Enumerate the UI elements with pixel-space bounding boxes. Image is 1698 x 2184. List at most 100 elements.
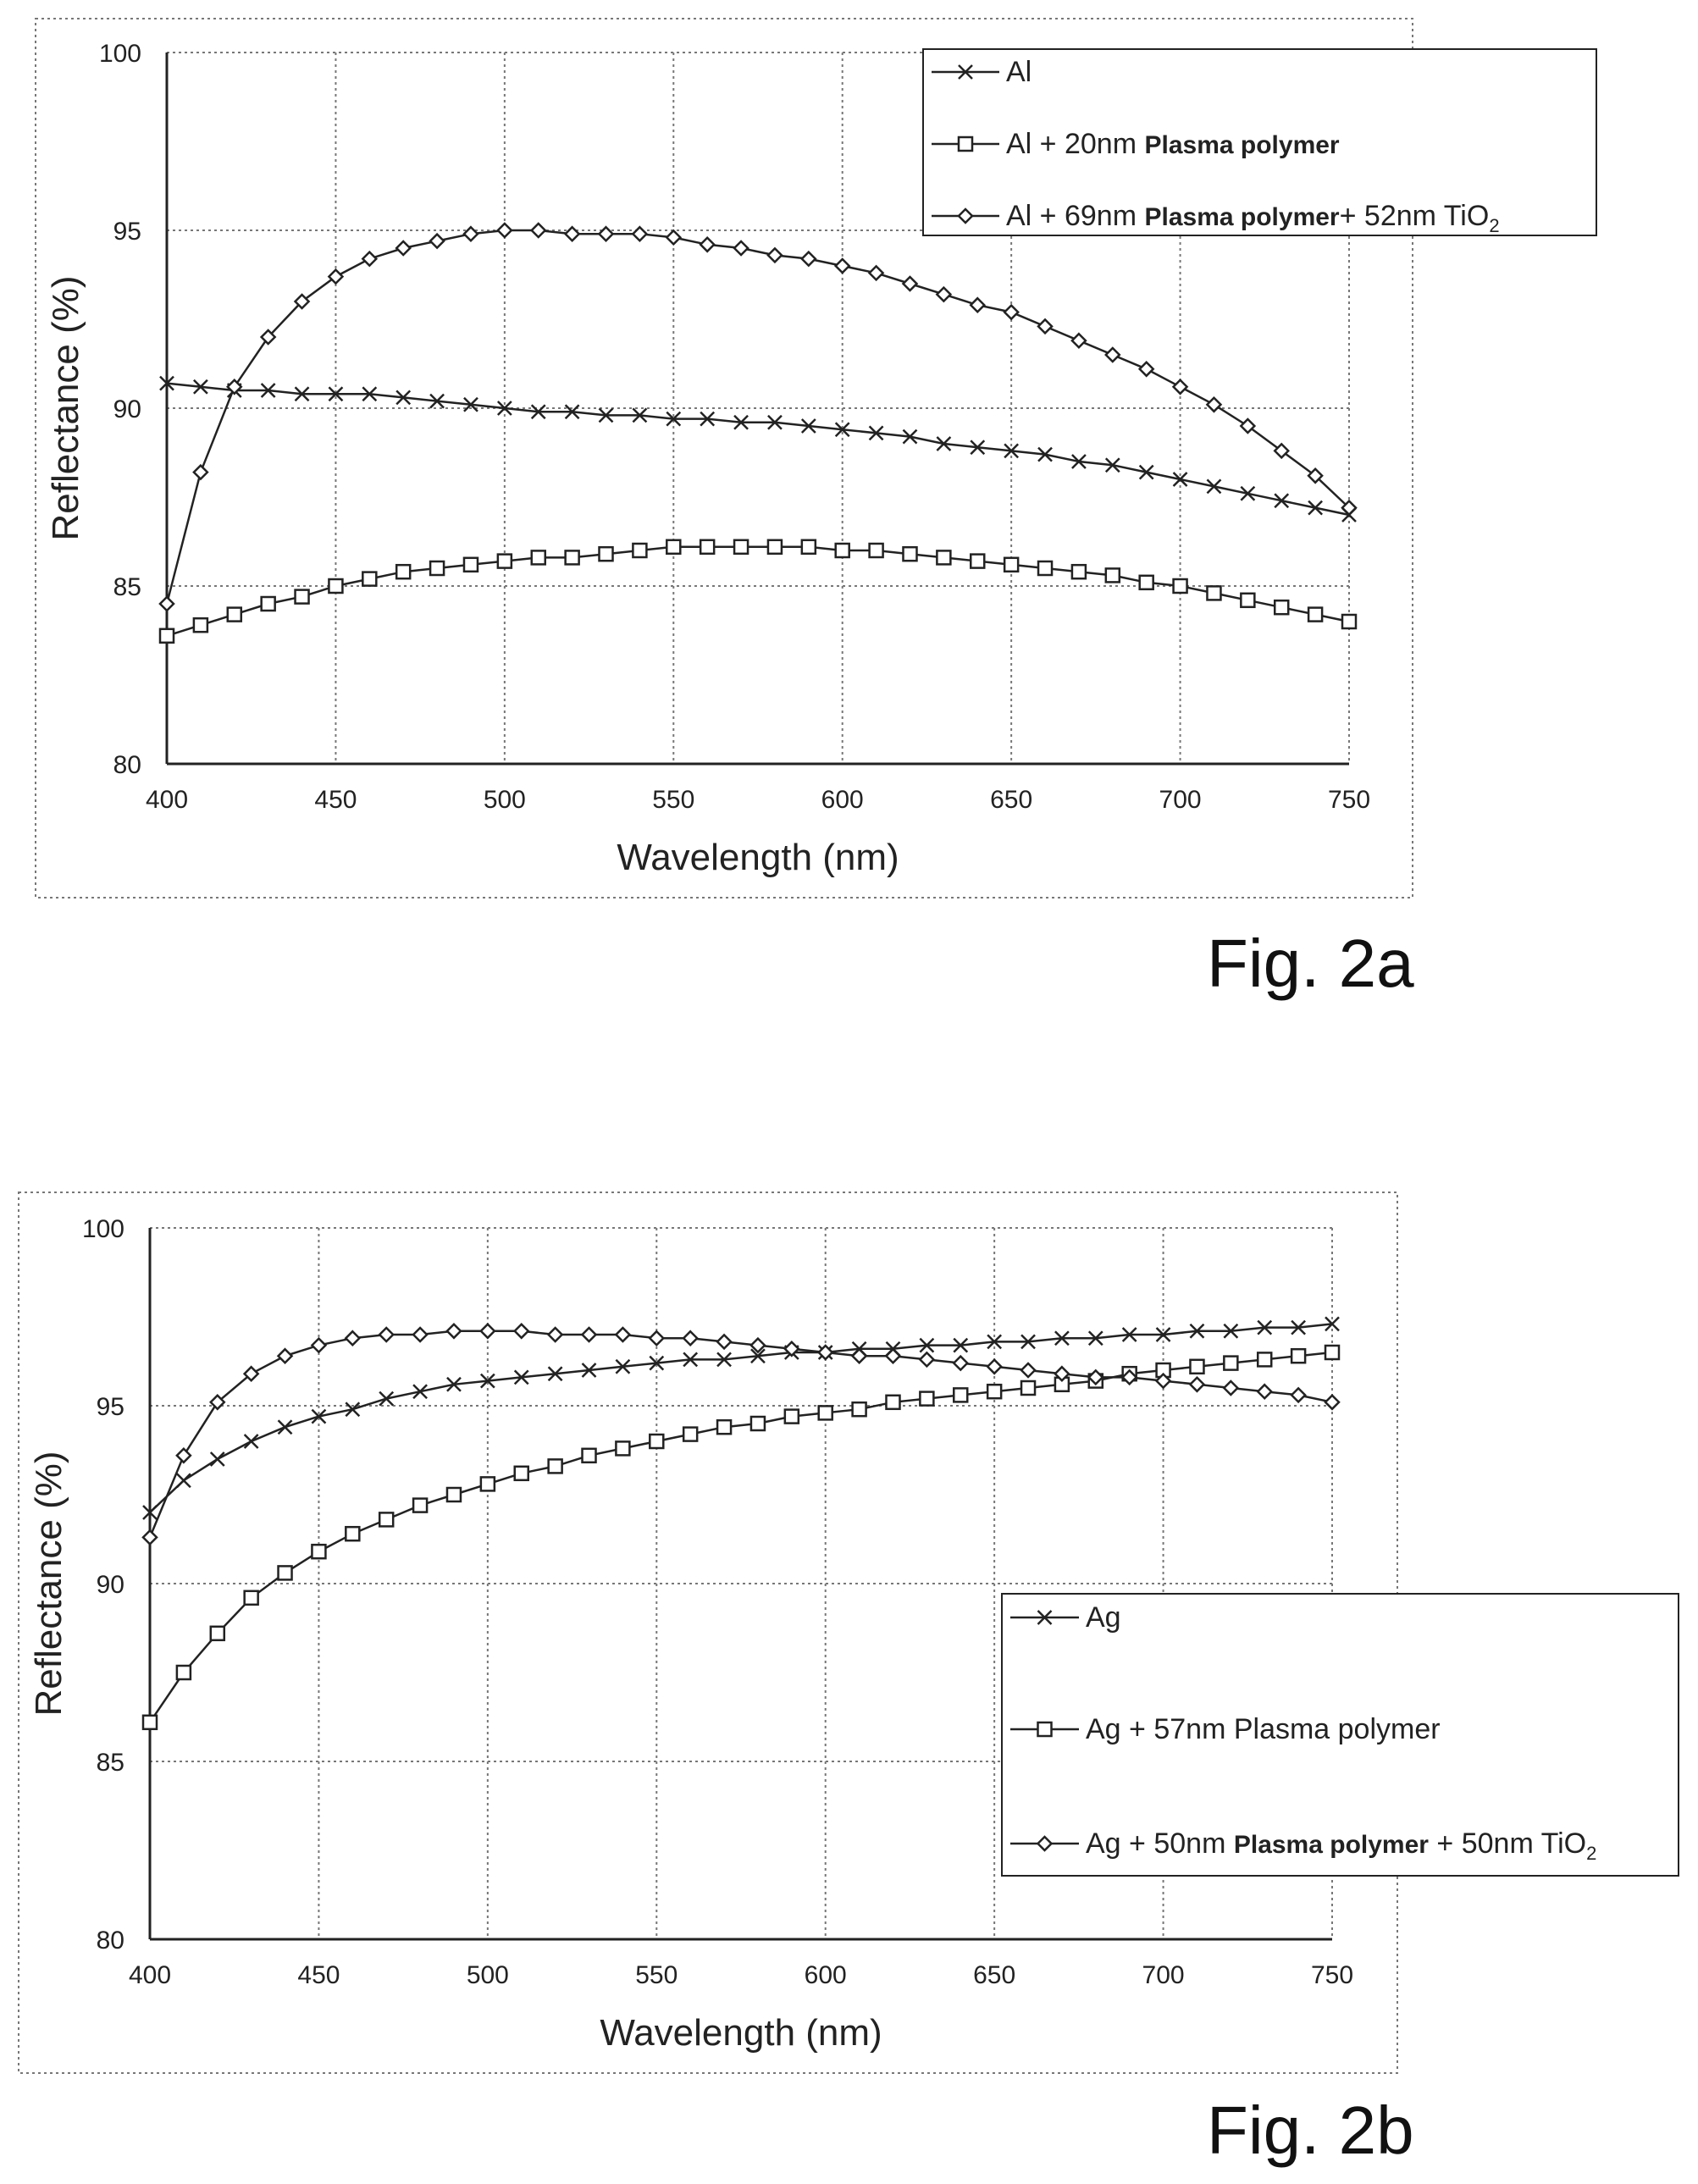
data-point — [581, 1363, 597, 1378]
data-point — [1121, 1327, 1137, 1342]
data-point — [936, 436, 952, 451]
data-point — [362, 386, 378, 402]
data-point — [833, 257, 851, 274]
data-point — [1020, 1380, 1037, 1396]
chart-fig-2a: 400 450 500 550 600 650 700 750 80 85 90 95 100 Wavel… — [35, 18, 1597, 898]
data-point — [1171, 379, 1189, 395]
data-point — [1307, 467, 1324, 484]
data-point — [1087, 1368, 1104, 1386]
data-point — [310, 1336, 328, 1354]
data-point — [1324, 1394, 1341, 1411]
data-point — [767, 414, 783, 430]
data-point — [1324, 1344, 1341, 1361]
series-3 — [141, 1323, 1341, 1546]
data-point — [1291, 1319, 1306, 1335]
data-point — [412, 1326, 429, 1343]
series-3 — [158, 222, 1358, 612]
data-point — [817, 1405, 833, 1421]
data-point — [1205, 396, 1223, 413]
data-point — [969, 296, 987, 313]
data-point — [986, 1358, 1003, 1375]
data-point — [226, 606, 243, 622]
data-point — [344, 1330, 362, 1346]
data-point — [1206, 585, 1222, 601]
data-point — [1037, 560, 1054, 577]
data-point — [867, 264, 885, 282]
data-point — [1256, 1352, 1273, 1368]
data-point — [733, 539, 749, 556]
data-point — [953, 1337, 969, 1353]
figure-label-2b: Fig. 2b — [1207, 2093, 1414, 2168]
data-point — [749, 1336, 766, 1354]
data-point — [1054, 1365, 1070, 1382]
data-point — [513, 1465, 529, 1482]
legend-box — [1001, 1593, 1679, 1877]
data-point — [1172, 578, 1188, 594]
data-point — [800, 250, 817, 268]
data-point — [193, 379, 208, 395]
data-point — [868, 542, 884, 559]
legend-entry-label: Ag + 57nm Plasma polymer — [1086, 1713, 1441, 1745]
data-point — [699, 539, 716, 556]
series-2 — [141, 1344, 1341, 1731]
data-point — [412, 1384, 428, 1400]
data-point — [800, 418, 816, 434]
legend-text-part: Al + 69nm — [1006, 200, 1144, 232]
data-point — [345, 1525, 361, 1542]
data-point — [816, 1344, 834, 1361]
legend-text-part: Ag — [1086, 1601, 1121, 1634]
data-point — [682, 1426, 699, 1442]
data-point — [1104, 567, 1121, 583]
chart-frame — [35, 18, 1413, 898]
y-tick-label: 100 — [82, 1215, 124, 1243]
data-point — [1037, 446, 1053, 462]
legend-text-part: Ag + 57nm Plasma polymer — [1086, 1713, 1441, 1745]
data-point — [176, 1473, 191, 1489]
data-point — [1256, 1383, 1273, 1400]
data-point — [479, 1323, 496, 1340]
data-point — [1037, 318, 1054, 335]
data-point — [749, 1415, 766, 1432]
x-tick-label: 650 — [990, 786, 1032, 814]
data-point — [1172, 472, 1188, 487]
data-point — [243, 1590, 259, 1606]
data-point — [378, 1326, 395, 1343]
legend-box — [922, 48, 1597, 236]
legend-subscript: 2 — [1489, 215, 1499, 236]
data-point — [175, 1664, 192, 1681]
data-point — [919, 1391, 935, 1407]
legend-swatch-marker — [957, 135, 974, 152]
y-tick-label: 80 — [113, 751, 141, 779]
data-point — [1120, 1368, 1138, 1386]
data-point — [1020, 1334, 1036, 1350]
data-point — [141, 1529, 158, 1546]
data-point — [327, 268, 345, 285]
data-point — [733, 240, 749, 257]
data-point — [175, 1447, 192, 1464]
data-point — [1206, 478, 1222, 495]
series-1 — [142, 1316, 1340, 1520]
x-tick-label: 550 — [635, 1961, 678, 1989]
data-point — [649, 1433, 665, 1450]
data-point — [159, 375, 174, 391]
data-point — [851, 1401, 867, 1418]
legend-swatch-marker — [957, 207, 974, 224]
y-tick-label: 90 — [113, 395, 141, 423]
x-tick-label: 750 — [1328, 786, 1370, 814]
data-point — [631, 225, 649, 242]
data-point — [209, 1451, 225, 1467]
data-point — [902, 545, 918, 562]
data-point — [766, 246, 783, 264]
data-point — [1138, 464, 1154, 480]
legend: Ag Ag + 57nm Plasma polymer Ag + 50nm Plas… — [1001, 1593, 1679, 1877]
data-point — [547, 1458, 563, 1474]
data-point — [564, 404, 580, 420]
data-point — [1273, 599, 1290, 616]
legend-swatch-marker — [1037, 1610, 1053, 1625]
data-point — [276, 1347, 294, 1364]
data-point — [700, 411, 716, 427]
data-point — [632, 542, 648, 559]
data-point — [563, 225, 581, 242]
series-1 — [159, 375, 1357, 523]
